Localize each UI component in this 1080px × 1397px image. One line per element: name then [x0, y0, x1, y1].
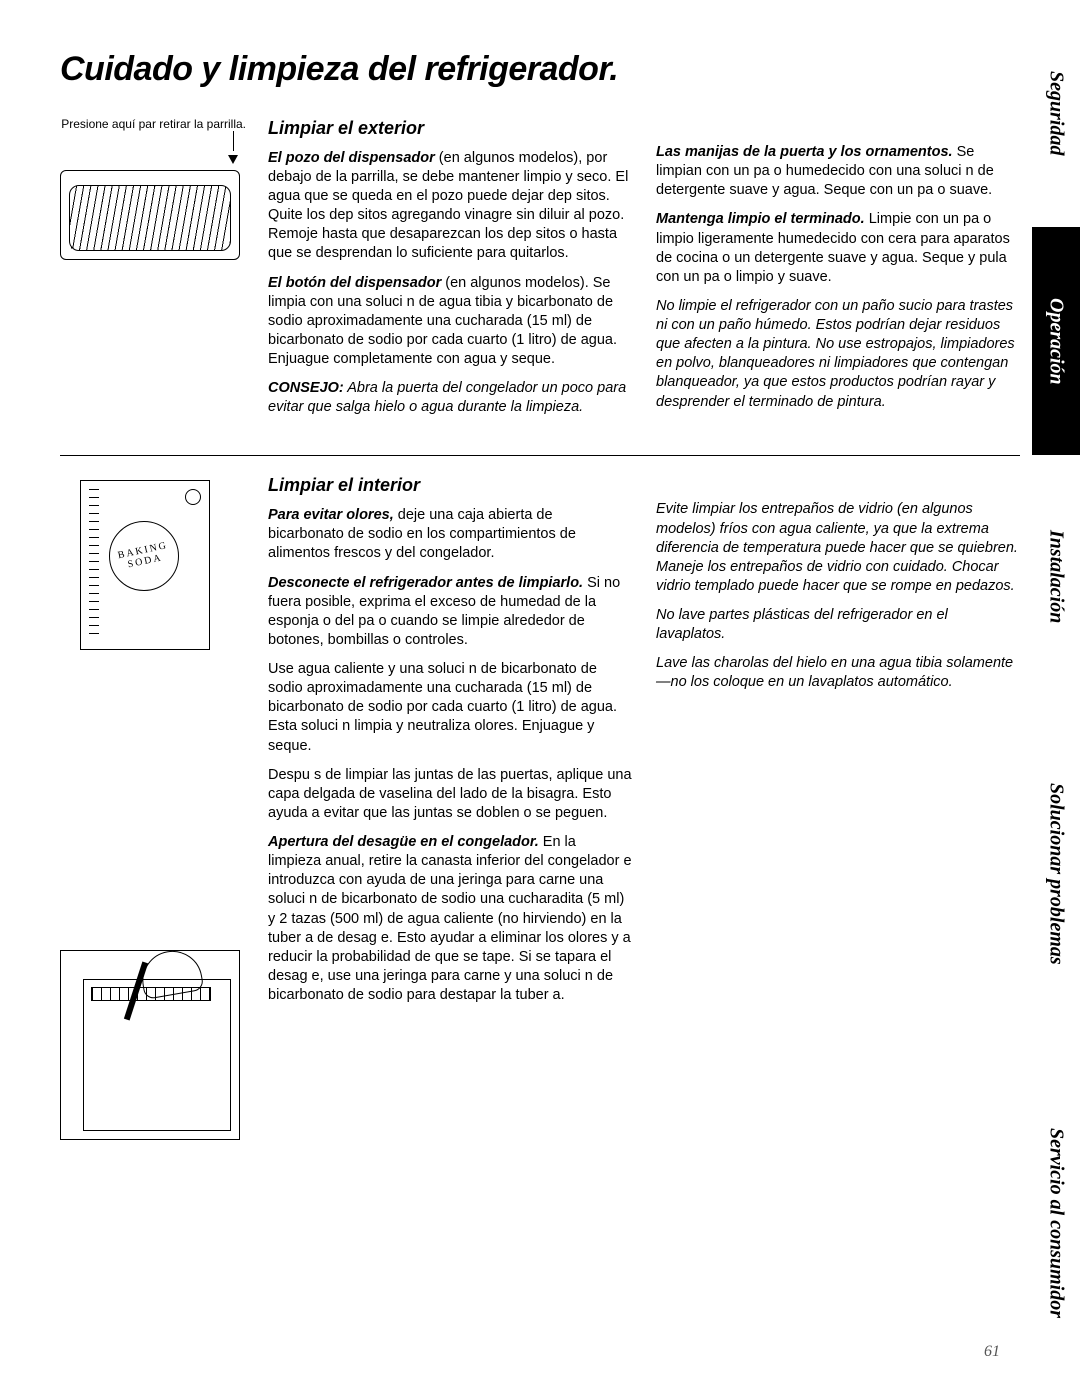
lead-phrase: CONSEJO:	[268, 380, 344, 396]
paragraph: Para evitar olores, deje una caja abiert…	[268, 506, 632, 563]
section-exterior: Presione aquí par retirar la parrilla. L…	[60, 117, 1020, 456]
side-tab[interactable]: Seguridad	[1032, 0, 1080, 227]
lead-phrase: Para evitar olores,	[268, 507, 394, 523]
page: Cuidado y limpieza del refrigerador. Pre…	[0, 0, 1080, 1397]
freezer-inner-box	[83, 979, 231, 1131]
paragraph-italic: Evite limpiar los entrepaños de vidrio (…	[656, 500, 1020, 596]
lead-phrase: Apertura del desagüe en el congelador.	[268, 834, 539, 850]
paragraph-italic: No lave partes plásticas del refrigerado…	[656, 606, 1020, 644]
illustration-column: BAKING SODA	[60, 474, 250, 1140]
section-interior: BAKING SODA Limpiar el interior Para evi…	[60, 474, 1020, 1168]
illustration-column: Presione aquí par retirar la parrilla.	[60, 117, 250, 427]
paragraph: Desconecte el refrigerador antes de limp…	[268, 574, 632, 651]
paragraph-italic: Lave las charolas del hielo en una agua …	[656, 654, 1020, 692]
right-text-column: Las manijas de la puerta y los ornamento…	[656, 117, 1020, 427]
box-side-lines	[89, 489, 99, 639]
side-tab[interactable]: Instalación	[1032, 455, 1080, 700]
lead-phrase: El pozo del dispensador	[268, 150, 435, 166]
paragraph: Apertura del desagüe en el congelador. E…	[268, 833, 632, 1005]
page-number: 61	[984, 1343, 1000, 1361]
spacer	[656, 474, 1020, 500]
right-text-column: Evite limpiar los entrepaños de vidrio (…	[656, 474, 1020, 1140]
grille-illustration	[60, 170, 240, 260]
paragraph-italic: No limpie el refrigerador con un paño su…	[656, 297, 1020, 412]
left-text-column: Limpiar el interior Para evitar olores, …	[268, 474, 632, 1140]
paragraph: Use agua caliente y una soluci n de bica…	[268, 660, 632, 756]
side-tab[interactable]: Solucionar problemas	[1032, 699, 1080, 1048]
lead-phrase: Desconecte el refrigerador antes de limp…	[268, 575, 583, 591]
left-text-column: Limpiar el exterior El pozo del dispensa…	[268, 117, 632, 427]
body-text: (en algunos modelos), por debajo de la p…	[268, 150, 628, 262]
section-heading: Limpiar el exterior	[268, 117, 632, 141]
section-heading: Limpiar el interior	[268, 474, 632, 498]
baking-soda-illustration: BAKING SODA	[80, 480, 210, 650]
paragraph: Las manijas de la puerta y los ornamento…	[656, 143, 1020, 200]
lead-phrase: Las manijas de la puerta y los ornamento…	[656, 144, 953, 160]
content-columns: Limpiar el exterior El pozo del dispensa…	[268, 117, 1020, 427]
arrow-down-icon	[228, 155, 238, 164]
paragraph-tip: CONSEJO: Abra la puerta del congelador u…	[268, 379, 632, 417]
grille-caption: Presione aquí par retirar la parrilla.	[60, 117, 250, 131]
paragraph: El pozo del dispensador (en algunos mode…	[268, 149, 632, 264]
paragraph: Mantenga limpio el terminado. Limpie con…	[656, 210, 1020, 287]
lead-phrase: Mantenga limpio el terminado.	[656, 211, 865, 227]
page-title: Cuidado y limpieza del refrigerador.	[60, 50, 1020, 89]
spacer	[656, 117, 1020, 143]
body-text: En la limpieza anual, retire la canasta …	[268, 834, 632, 1003]
content-columns: Limpiar el interior Para evitar olores, …	[268, 474, 1020, 1140]
lead-phrase: El botón del dispensador	[268, 275, 441, 291]
spacer	[60, 680, 250, 940]
box-label-text: BAKING SODA	[108, 539, 179, 575]
freezer-drain-illustration	[60, 950, 240, 1140]
box-label-circle: BAKING SODA	[109, 521, 179, 591]
arrow-line	[233, 131, 234, 151]
paragraph: El botón del dispensador (en algunos mod…	[268, 274, 632, 370]
side-tab[interactable]: Servicio al consumidor	[1032, 1048, 1080, 1397]
side-tabs: SeguridadOperaciónInstalaciónSolucionar …	[1032, 0, 1080, 1397]
paragraph: Despu s de limpiar las juntas de las pue…	[268, 766, 632, 823]
side-tab[interactable]: Operación	[1032, 227, 1080, 454]
